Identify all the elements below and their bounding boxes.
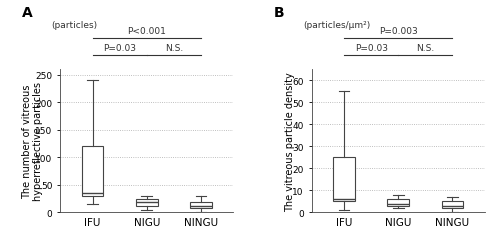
PathPatch shape — [136, 199, 158, 206]
Text: (particles): (particles) — [52, 21, 98, 30]
Text: P=0.03: P=0.03 — [354, 44, 388, 53]
Text: A: A — [22, 6, 32, 20]
Text: N.S.: N.S. — [416, 44, 434, 53]
PathPatch shape — [82, 147, 104, 196]
Text: B: B — [274, 6, 284, 20]
Text: (particles/μm²): (particles/μm²) — [303, 21, 370, 30]
PathPatch shape — [442, 202, 464, 208]
PathPatch shape — [388, 199, 409, 206]
PathPatch shape — [333, 158, 355, 202]
Text: N.S.: N.S. — [164, 44, 183, 53]
Text: P<0.001: P<0.001 — [128, 27, 166, 36]
Text: P=0.03: P=0.03 — [103, 44, 136, 53]
Y-axis label: The number of vitreous
hyperreflective particles: The number of vitreous hyperreflective p… — [22, 82, 43, 200]
Text: P=0.003: P=0.003 — [379, 27, 418, 36]
Y-axis label: The vitreous particle density: The vitreous particle density — [284, 72, 294, 211]
PathPatch shape — [190, 203, 212, 208]
